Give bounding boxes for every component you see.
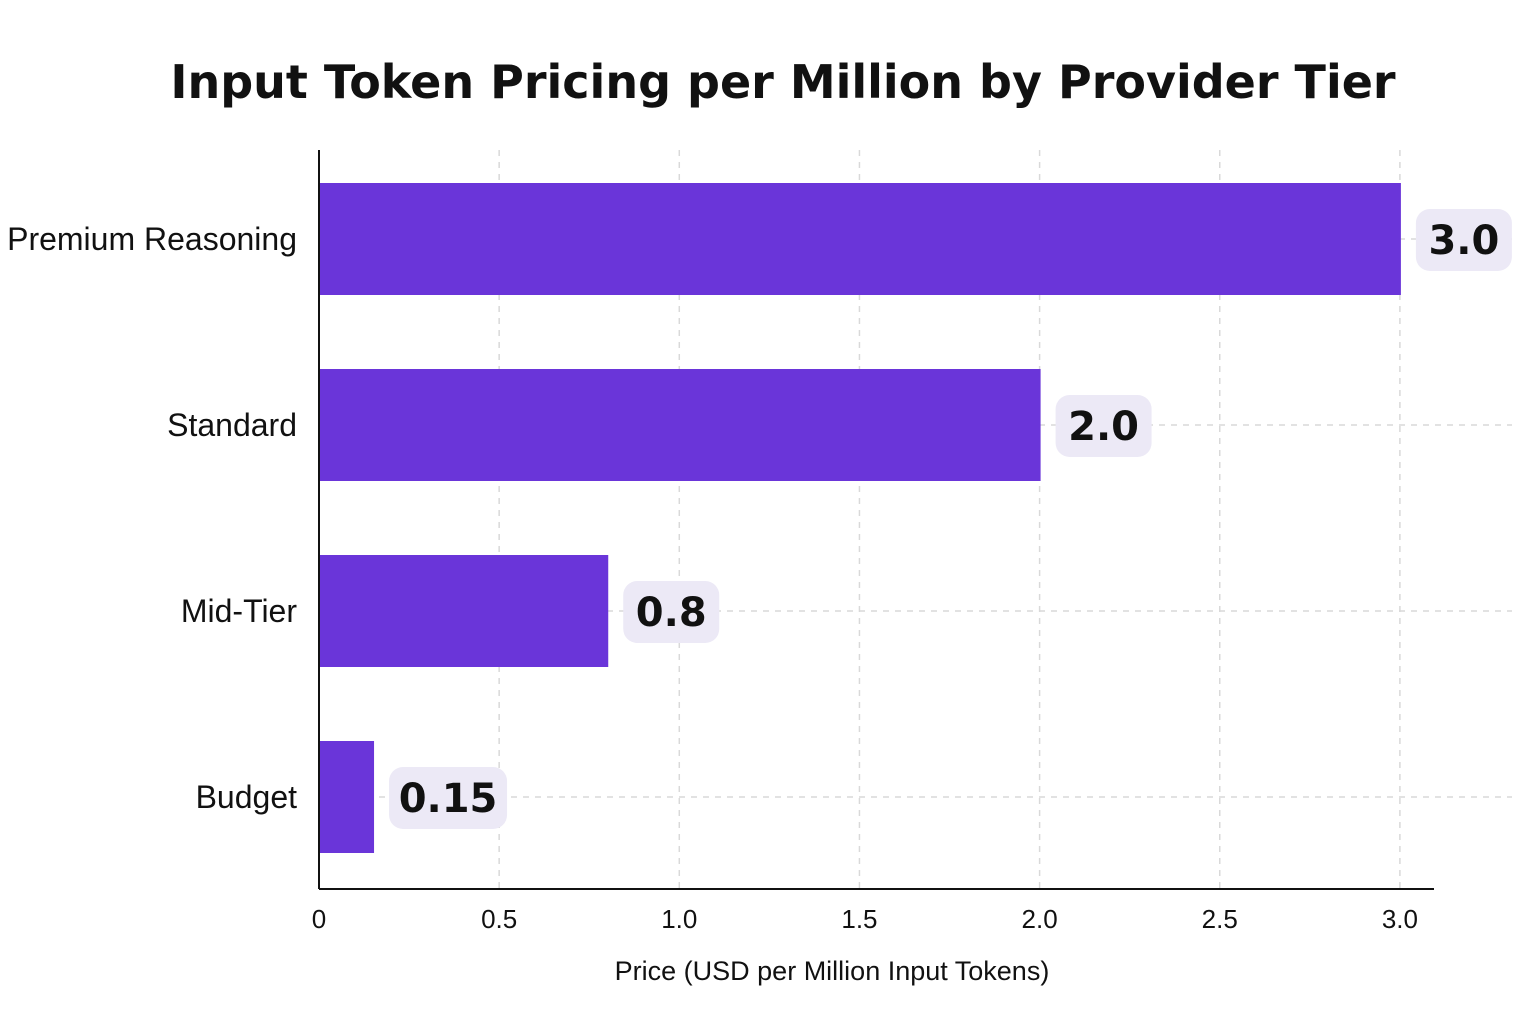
bar: [320, 183, 1401, 295]
value-label-bg: [623, 581, 720, 643]
category-label: Premium Reasoning: [7, 221, 297, 257]
bar: [320, 741, 375, 853]
category-label: Standard: [167, 407, 297, 443]
bar: [320, 555, 609, 667]
x-tick-label: 1.5: [841, 904, 877, 934]
x-tick-label: 2.5: [1202, 904, 1238, 934]
x-ticks: 0 0.5 1.0 1.5 2.0 2.5 3.0: [312, 904, 1418, 934]
value-label-bg: [389, 767, 508, 829]
x-tick-label: 0: [312, 904, 326, 934]
x-tick-label: 2.0: [1022, 904, 1058, 934]
category-label: Mid-Tier: [181, 593, 297, 629]
x-tick-label: 1.0: [661, 904, 697, 934]
bars: Premium Reasoning 3.0 Standard 2.0 Mid-Tier 0…: [7, 183, 1512, 853]
value-label: 0.8: [636, 590, 707, 636]
value-label-bg: [1415, 209, 1512, 271]
value-label: 3.0: [1428, 218, 1499, 264]
x-axis-label: Price (USD per Million Input Tokens): [615, 956, 1050, 986]
value-label-bg: [1055, 395, 1152, 457]
bar: [320, 369, 1041, 481]
chart-title: Input Token Pricing per Million by Provi…: [170, 55, 1396, 109]
value-label: 2.0: [1068, 404, 1139, 450]
value-label: 0.15: [399, 776, 498, 822]
x-tick-label: 0.5: [481, 904, 517, 934]
category-label: Budget: [196, 779, 298, 815]
x-tick-label: 3.0: [1382, 904, 1418, 934]
